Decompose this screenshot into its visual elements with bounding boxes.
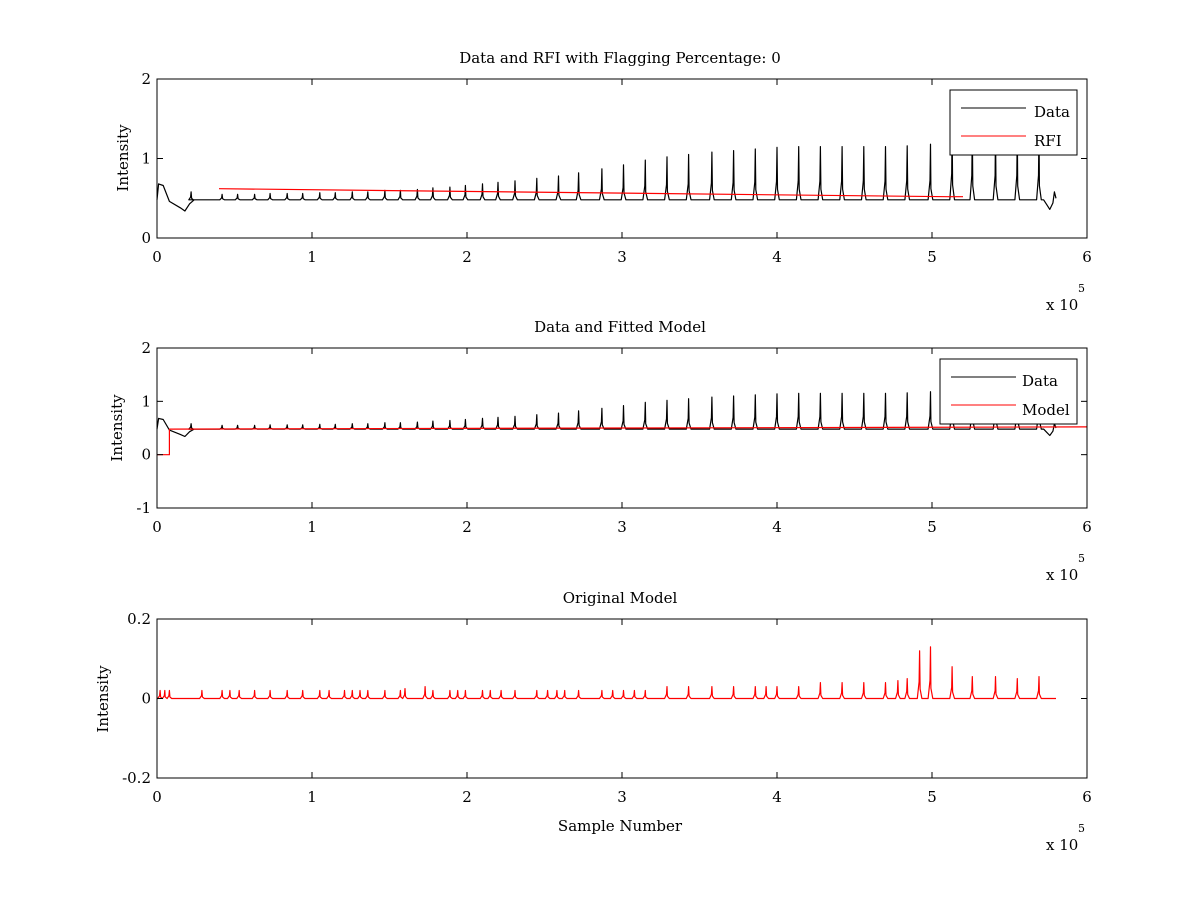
x-tick-label: 5 — [927, 788, 937, 806]
x-tick-label: 3 — [617, 518, 627, 536]
x-tick-label: 3 — [617, 248, 627, 266]
y-tick-label: 1 — [141, 392, 151, 410]
x-multiplier-exponent: 5 — [1078, 552, 1085, 565]
x-tick-label: 5 — [927, 248, 937, 266]
series-data-line — [156, 124, 1057, 212]
legend-box — [949, 89, 1078, 156]
x-tick-label: 6 — [1082, 248, 1092, 266]
y-tick-label: 2 — [141, 70, 151, 88]
y-tick-label: -1 — [136, 499, 151, 517]
legend-box — [939, 358, 1078, 425]
subplot-original-model: Original Model Intensity 0 1 2 3 4 5 6-0.200.2… — [94, 589, 1092, 854]
x-tick-label: 4 — [772, 788, 782, 806]
x-tick-label: 6 — [1082, 518, 1092, 536]
x-tick-label: 1 — [307, 788, 317, 806]
subplot-data-and-rfi: Data and RFI with Flagging Percentage: 0… — [114, 49, 1092, 314]
legend: Data Model — [939, 358, 1078, 425]
legend: Data RFI — [949, 89, 1078, 156]
x-tick-label: 5 — [927, 518, 937, 536]
x-tick-label: 3 — [617, 788, 627, 806]
legend-label-data: Data — [1034, 103, 1070, 121]
chart-title: Data and Fitted Model — [534, 318, 706, 336]
y-tick-label: 0 — [141, 690, 151, 708]
series-data-line — [156, 383, 1057, 438]
y-tick-label: 0 — [141, 446, 151, 464]
y-tick-label: 1 — [141, 150, 151, 168]
y-tick-label: 0.2 — [127, 610, 151, 628]
y-axis-label: Intensity — [94, 665, 112, 733]
x-tick-label: 2 — [462, 248, 472, 266]
x-multiplier-label: x 10 — [1046, 296, 1078, 314]
y-axis-label: Intensity — [108, 394, 126, 462]
subplot-data-and-fitted-model: Data and Fitted Model Intensity 0 1 2 3 4 5 6 -… — [108, 318, 1092, 584]
chart-title: Original Model — [563, 589, 678, 607]
x-tick-label: 1 — [307, 518, 317, 536]
x-tick-label: 0 — [152, 788, 162, 806]
y-tick-label: -0.2 — [122, 769, 151, 787]
x-multiplier-label: x 10 — [1046, 836, 1078, 854]
x-multiplier-exponent: 5 — [1078, 282, 1085, 295]
x-tick-label: 4 — [772, 248, 782, 266]
y-tick-label: 0 — [141, 229, 151, 247]
x-tick-label: 0 — [152, 518, 162, 536]
y-tick-label: 2 — [141, 339, 151, 357]
x-tick-label: 6 — [1082, 788, 1092, 806]
x-tick-label: 0 — [152, 248, 162, 266]
x-multiplier-exponent: 5 — [1078, 822, 1085, 835]
series-rfi-line — [218, 188, 963, 198]
x-tick-label: 4 — [772, 518, 782, 536]
legend-label-rfi: RFI — [1034, 132, 1062, 150]
series-model-line — [157, 426, 1088, 456]
series-trace-line — [157, 646, 1056, 700]
x-tick-label: 2 — [462, 788, 472, 806]
legend-label-data: Data — [1022, 372, 1058, 390]
x-tick-label: 2 — [462, 518, 472, 536]
legend-label-model: Model — [1022, 401, 1070, 419]
y-axis-label: Intensity — [114, 124, 132, 192]
x-tick-label: 1 — [307, 248, 317, 266]
x-multiplier-label: x 10 — [1046, 566, 1078, 584]
chart-title: Data and RFI with Flagging Percentage: 0 — [459, 49, 781, 67]
x-axis-label: Sample Number — [558, 817, 683, 835]
